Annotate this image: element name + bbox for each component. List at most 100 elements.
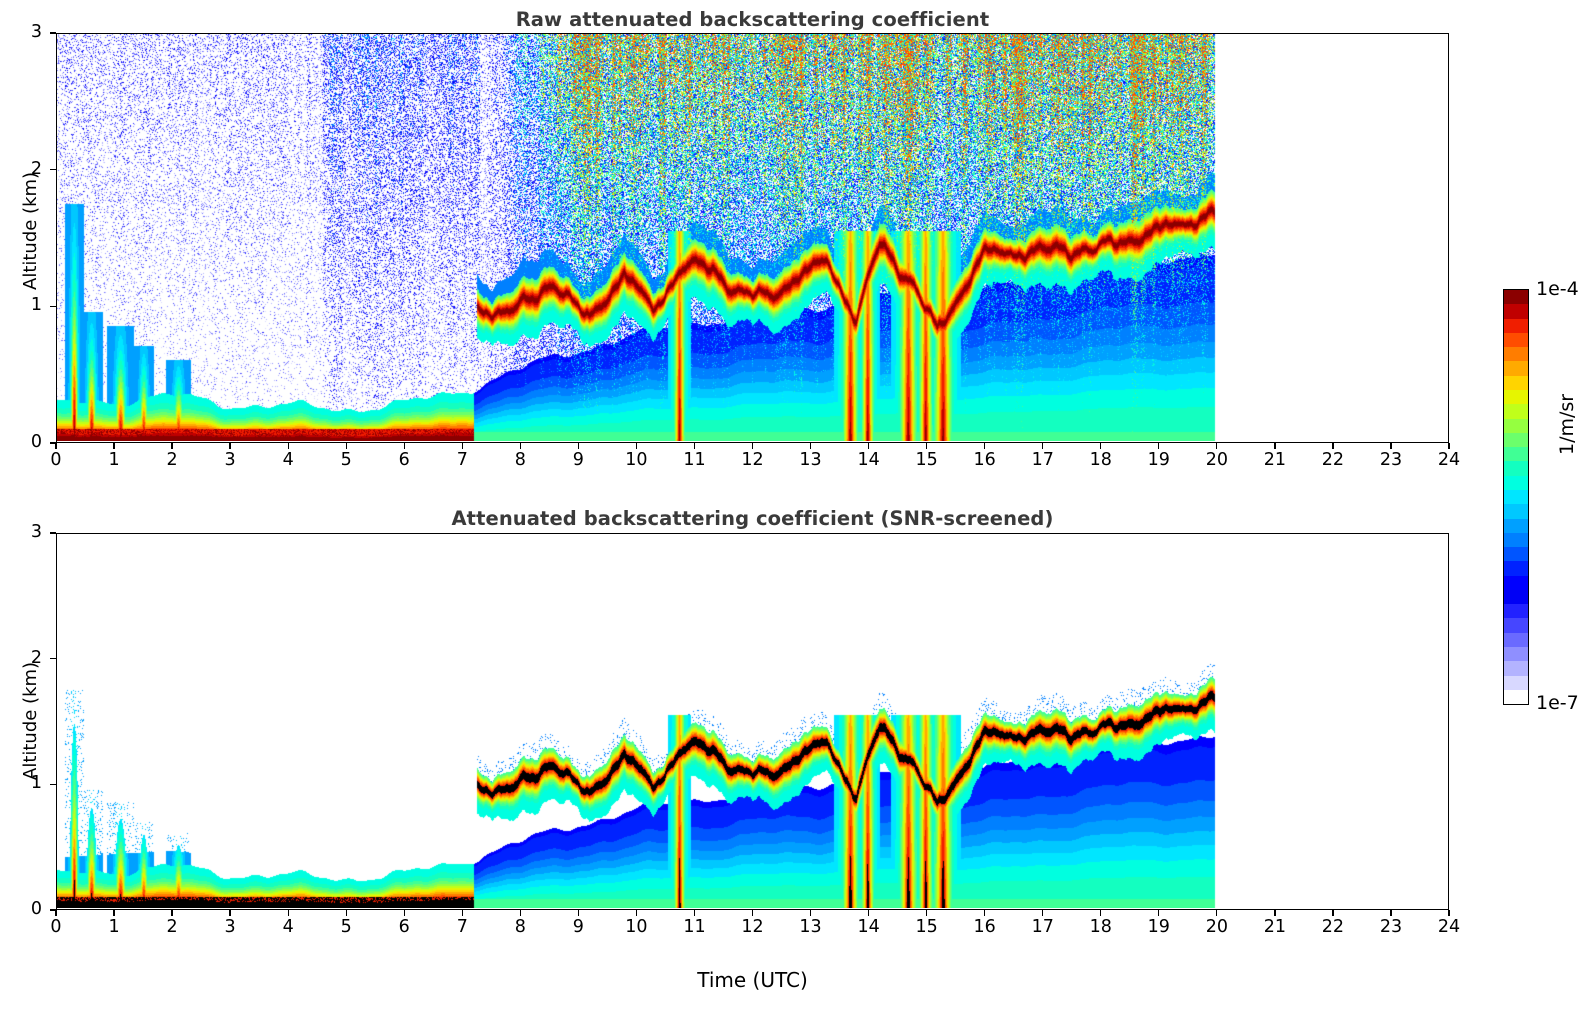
y-axis-tick — [50, 32, 56, 34]
x-axis-tick-label: 17 — [1031, 917, 1054, 937]
x-axis-tick-label: 9 — [572, 450, 584, 470]
colorbar-swatch — [1504, 375, 1528, 390]
x-axis-tick-label: 7 — [456, 450, 468, 470]
x-axis-tick-label: 21 — [1263, 917, 1287, 937]
x-axis-tick-label: 1 — [108, 917, 120, 937]
x-axis-tick-label: 12 — [741, 450, 764, 470]
colorbar-swatch — [1504, 504, 1528, 519]
x-axis-tick-label: 14 — [857, 917, 880, 937]
x-axis-tick — [345, 910, 347, 916]
y-axis-tick-label: 0 — [30, 432, 42, 452]
x-axis-tick — [1448, 443, 1450, 449]
y-axis-tick-label: 3 — [30, 522, 42, 542]
colorbar-unit-label: 1/m/sr — [1556, 393, 1578, 455]
x-axis-tick-label: 12 — [741, 917, 764, 937]
x-axis-tick — [519, 910, 521, 916]
x-axis-tick — [635, 910, 638, 916]
x-axis-tick-label: 22 — [1321, 450, 1345, 470]
x-axis-tick — [751, 910, 754, 916]
x-axis-tick — [925, 443, 928, 449]
x-axis-tick — [1332, 443, 1334, 449]
colorbar-swatch — [1504, 475, 1528, 490]
y-axis-tick-label: 3 — [30, 22, 42, 42]
x-axis-tick-label: 4 — [282, 917, 294, 937]
colorbar-swatch — [1504, 618, 1528, 633]
x-axis-tick-label: 0 — [50, 450, 62, 470]
x-axis-tick — [1042, 910, 1044, 916]
colorbar-swatch — [1504, 432, 1528, 448]
x-axis-tick — [1274, 910, 1276, 916]
colorbar-swatch — [1504, 561, 1528, 576]
x-axis-tick-label: 7 — [456, 917, 468, 937]
y-axis-tick — [50, 169, 56, 171]
colorbar-swatch — [1504, 604, 1528, 619]
x-axis-tick — [1100, 443, 1102, 449]
colorbar-swatch — [1504, 290, 1528, 305]
colorbar-swatch — [1504, 589, 1528, 605]
x-axis-tick — [287, 910, 289, 916]
x-axis-tick — [113, 910, 115, 916]
x-axis-tick — [867, 443, 870, 449]
x-axis-tick — [461, 443, 463, 449]
y-axis-tick-label: 1 — [30, 773, 42, 794]
x-axis-tick-label: 3 — [224, 450, 236, 470]
panel-title-screened: Attenuated backscattering coefficient (S… — [451, 507, 1054, 530]
x-axis-tick-label: 11 — [683, 917, 706, 937]
colorbar-min-label: 1e-7 — [1536, 692, 1579, 714]
y-axis-tick-label: 1 — [30, 295, 42, 316]
y-axis-tick-label: 0 — [30, 899, 42, 919]
colorbar-swatch — [1504, 447, 1528, 462]
x-axis-tick-label: 6 — [398, 450, 410, 470]
x-axis-tick-label: 24 — [1437, 450, 1461, 470]
x-axis-tick — [1390, 910, 1392, 916]
x-axis-tick-label: 13 — [799, 917, 822, 937]
x-axis-tick-label: 10 — [625, 917, 648, 937]
x-axis-tick — [1332, 910, 1334, 916]
heatmap-canvas-screened — [57, 534, 1447, 908]
x-axis-tick — [113, 443, 115, 449]
x-axis-tick — [867, 910, 870, 916]
y-axis-tick-label: 2 — [30, 647, 42, 668]
x-axis-tick-label: 10 — [625, 450, 648, 470]
colorbar-swatch — [1504, 547, 1528, 562]
x-axis-tick-label: 8 — [514, 450, 526, 470]
x-axis-tick-label: 8 — [514, 917, 526, 937]
x-axis-tick-label: 11 — [683, 450, 706, 470]
x-axis-tick-label: 22 — [1321, 917, 1345, 937]
x-axis-tick — [751, 443, 754, 449]
x-axis-tick — [403, 910, 405, 916]
x-axis-tick — [809, 443, 812, 449]
x-axis-tick — [984, 443, 986, 449]
x-axis-tick — [345, 443, 347, 449]
x-axis-tick-label: 2 — [166, 917, 178, 937]
x-axis-tick — [1100, 910, 1102, 916]
colorbar-swatch — [1504, 418, 1528, 433]
x-axis-tick-label: 15 — [915, 917, 938, 937]
heatmap-canvas-raw — [57, 34, 1447, 441]
x-axis-tick — [984, 910, 986, 916]
y-axis-tick — [50, 658, 56, 660]
colorbar-swatch — [1504, 518, 1528, 533]
x-axis-tick — [171, 443, 173, 449]
x-axis-tick — [693, 910, 696, 916]
colorbar-swatch — [1504, 347, 1528, 362]
x-axis-tick — [287, 443, 289, 449]
x-axis-tick-label: 6 — [398, 917, 410, 937]
colorbar-swatch — [1504, 404, 1528, 419]
x-axis-tick-label: 19 — [1147, 450, 1170, 470]
heatmap-panel-raw — [56, 33, 1449, 443]
x-axis-tick — [519, 443, 521, 449]
x-axis-tick-label: 14 — [857, 450, 880, 470]
x-axis-tick — [1216, 443, 1218, 449]
y-axis-tick — [50, 532, 56, 534]
colorbar-swatch — [1504, 304, 1528, 319]
x-axis-tick-label: 19 — [1147, 917, 1170, 937]
x-axis-tick — [577, 443, 580, 449]
x-axis-tick — [635, 443, 638, 449]
colorbar-swatch — [1504, 361, 1528, 376]
x-axis-tick-label: 5 — [340, 450, 352, 470]
x-axis-tick — [809, 910, 812, 916]
x-axis-tick-label: 5 — [340, 917, 352, 937]
colorbar-swatch — [1504, 332, 1528, 348]
